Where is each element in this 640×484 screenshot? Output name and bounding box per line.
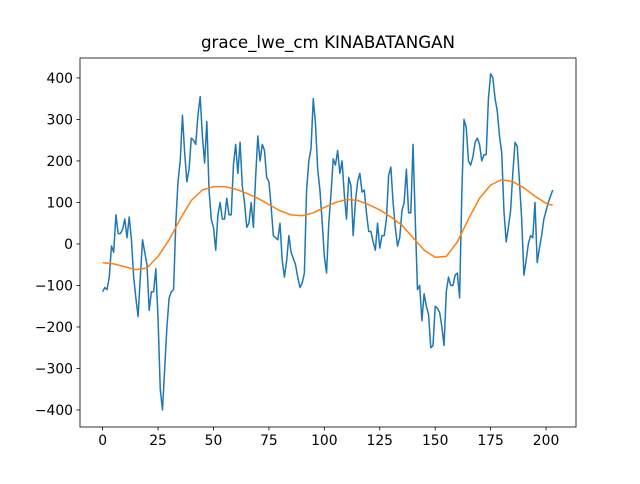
x-tick-label: 50 [205, 433, 223, 449]
y-tick-label: 400 [46, 71, 73, 87]
x-tick-label: 0 [98, 433, 107, 449]
y-tick-label: 200 [46, 154, 73, 170]
series-line [101, 73, 554, 411]
y-tick-label: −400 [35, 403, 73, 419]
x-tick-label: 100 [311, 433, 338, 449]
x-tick-label: 175 [477, 433, 504, 449]
y-tick-label: −200 [35, 320, 73, 336]
x-tick-label: 25 [149, 433, 167, 449]
x-tick-label: 150 [422, 433, 449, 449]
x-tick-label: 200 [533, 433, 560, 449]
x-tick-label: 75 [260, 433, 278, 449]
x-tick-label: 125 [367, 433, 394, 449]
series-line [102, 178, 553, 271]
y-tick-label: 0 [64, 237, 73, 253]
y-tick-label: 100 [46, 195, 73, 211]
y-tick-label: −100 [35, 278, 73, 294]
chart-title: grace_lwe_cm KINABATANGAN [201, 32, 455, 53]
plot-frame [79, 57, 577, 428]
y-tick-label: 300 [46, 112, 73, 128]
y-tick-label: −300 [35, 361, 73, 377]
